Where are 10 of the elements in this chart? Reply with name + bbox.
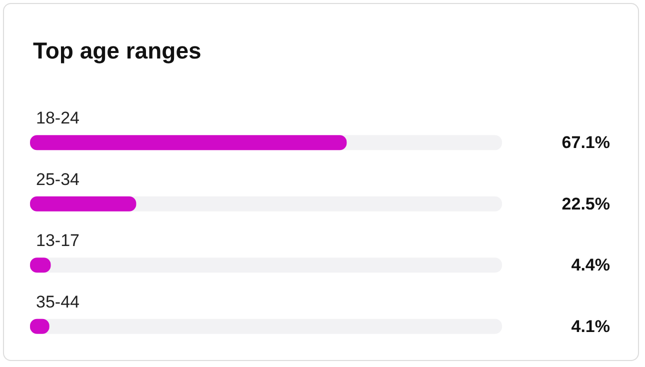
y-tick-label: 13-17	[36, 231, 80, 250]
y-tick-label: 25-34	[36, 170, 80, 189]
chart-title: Top age ranges	[33, 38, 202, 64]
data-label: 22.5%	[562, 194, 610, 214]
data-label: 67.1%	[562, 133, 610, 152]
bar	[30, 196, 136, 212]
data-label: 4.1%	[571, 316, 610, 336]
data-label: 4.4%	[571, 256, 610, 275]
y-tick-label: 35-44	[36, 292, 80, 312]
y-tick-label: 18-24	[36, 108, 80, 128]
